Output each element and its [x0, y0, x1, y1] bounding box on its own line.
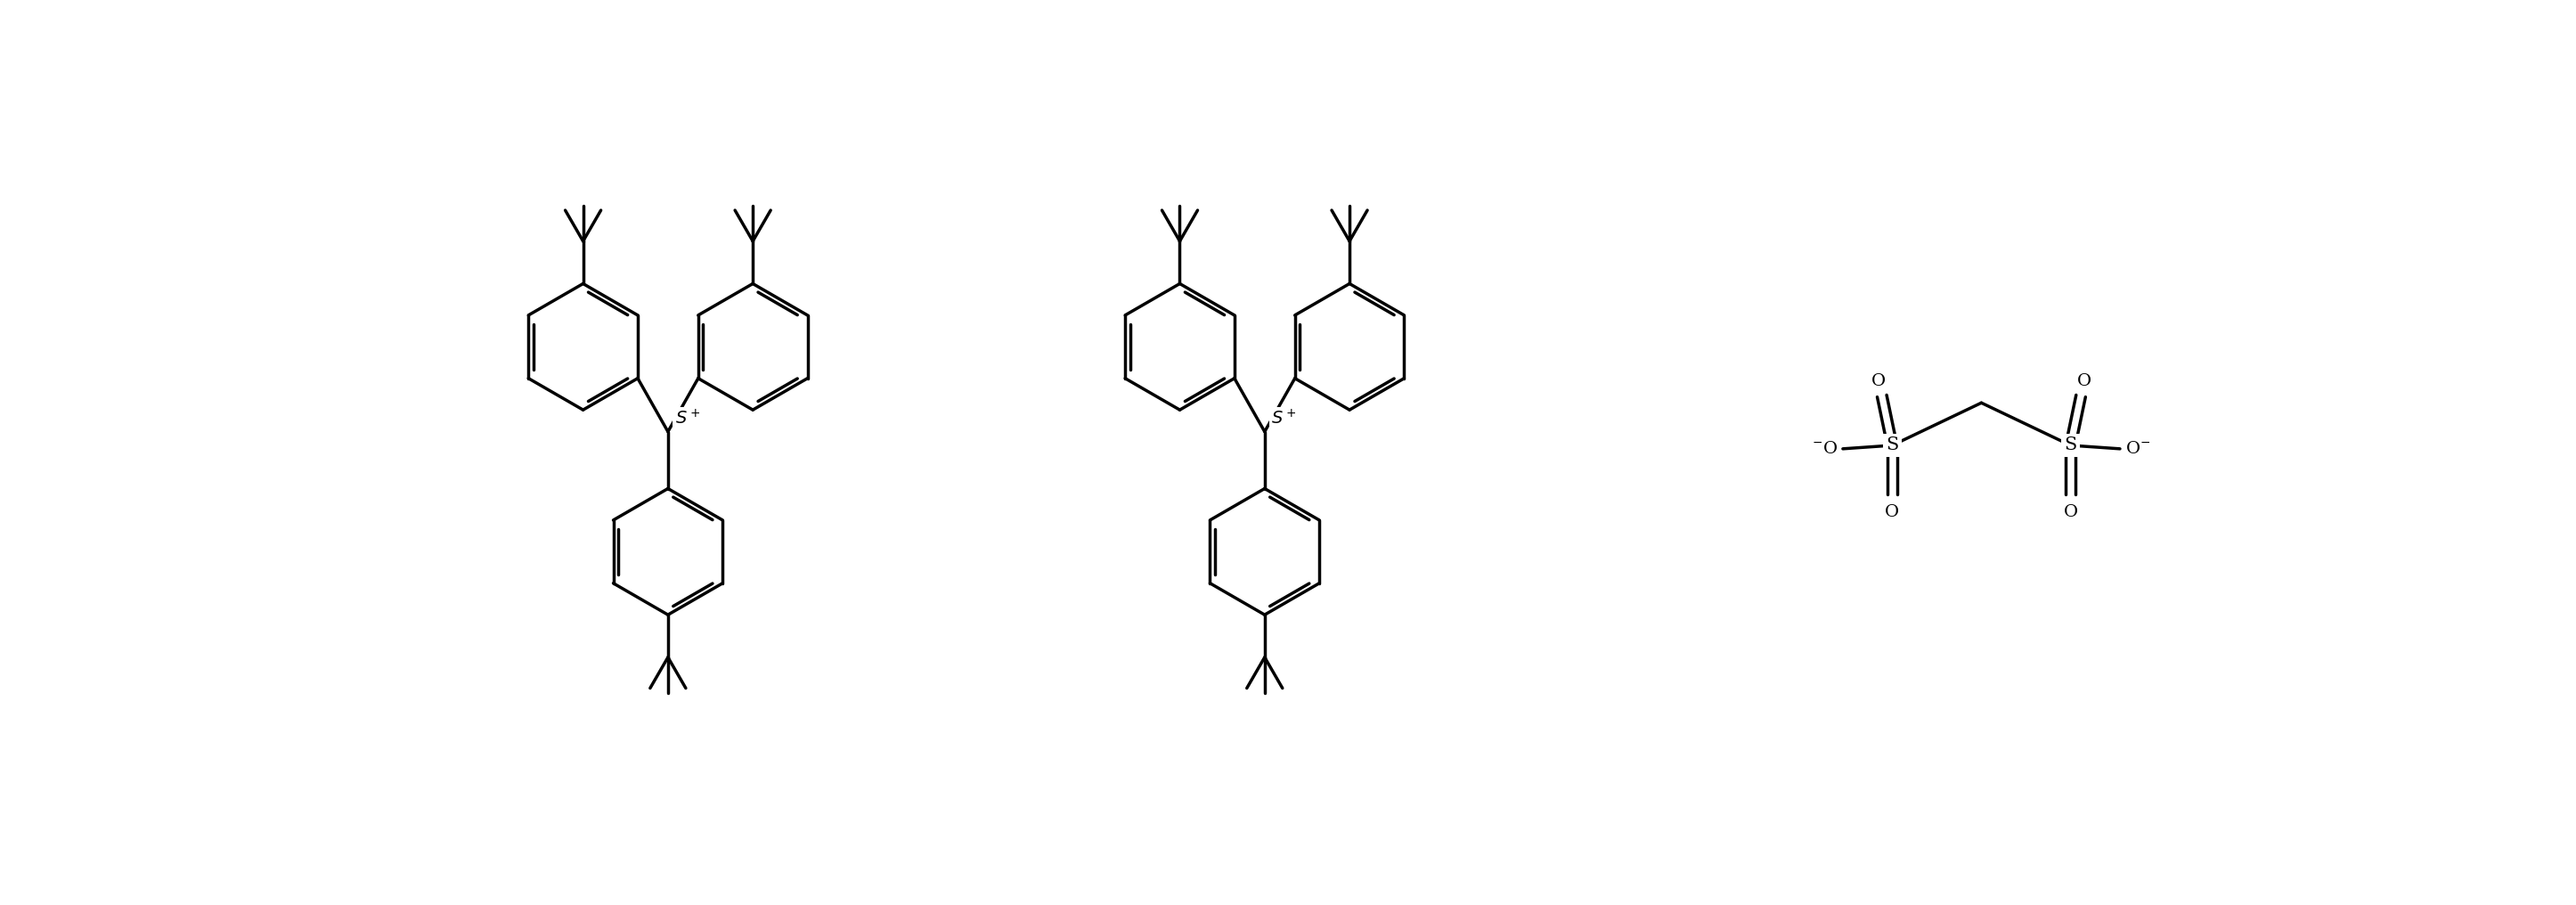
- Text: S: S: [2063, 437, 2076, 453]
- Text: O$^{-}$: O$^{-}$: [2125, 441, 2151, 457]
- Text: O: O: [2063, 504, 2079, 520]
- Text: O: O: [2076, 373, 2092, 389]
- Text: S: S: [1886, 437, 1899, 453]
- Text: O: O: [1886, 504, 1899, 520]
- Text: $S^+$: $S^+$: [1273, 409, 1296, 428]
- Text: O: O: [1870, 373, 1886, 389]
- Text: $^{-}$O: $^{-}$O: [1811, 441, 1837, 457]
- Text: $S^+$: $S^+$: [675, 409, 701, 428]
